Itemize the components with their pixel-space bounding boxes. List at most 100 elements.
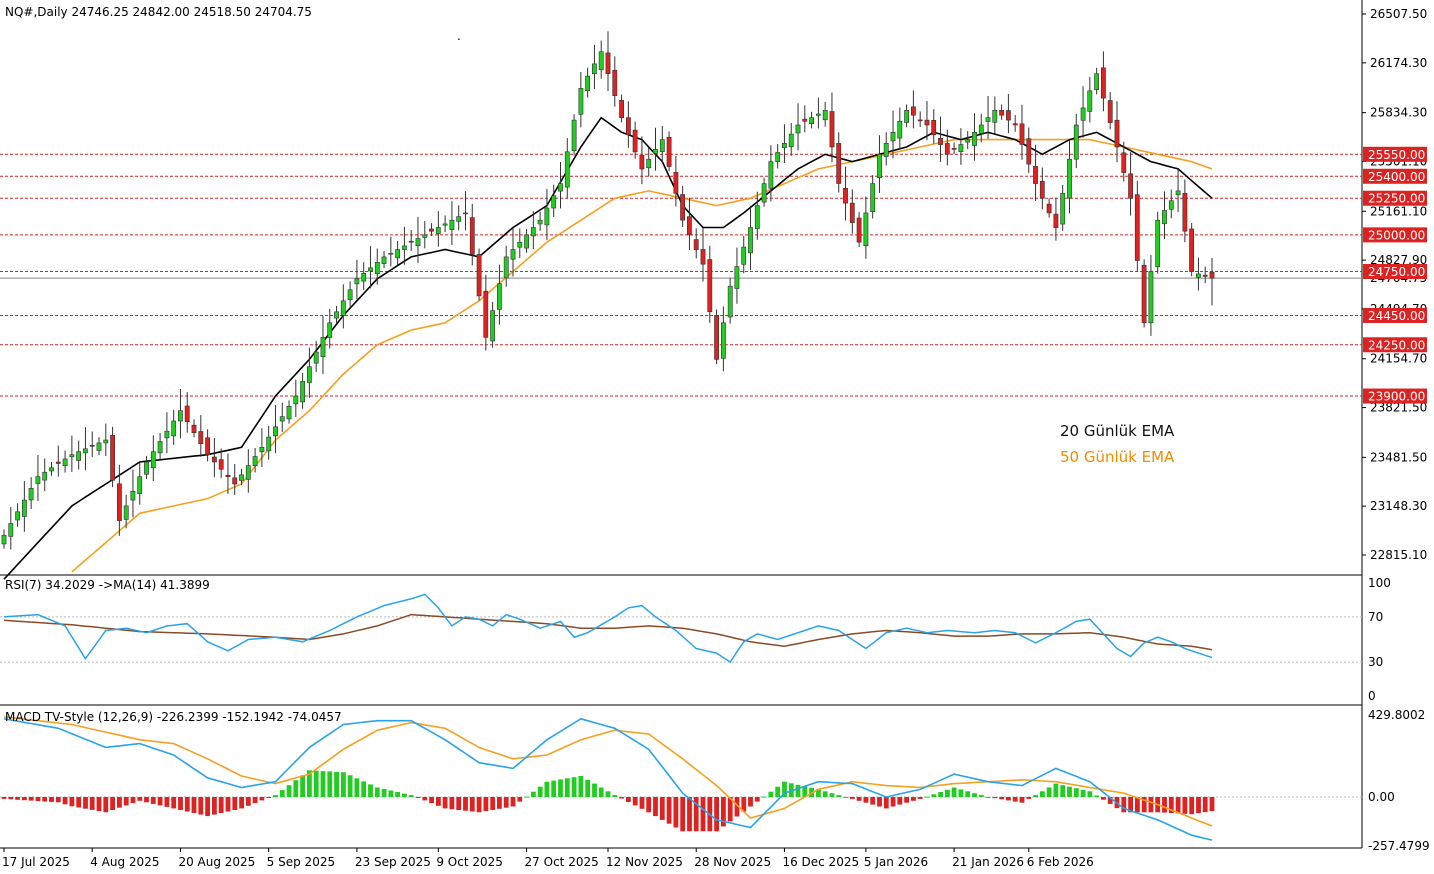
macd-histogram-bar	[558, 779, 563, 797]
macd-histogram-bar	[334, 771, 339, 797]
macd-histogram-bar	[666, 797, 672, 824]
macd-histogram-bar	[469, 797, 475, 812]
ema20-line	[3, 116, 1213, 580]
bear-candle	[924, 119, 930, 126]
bear-candle	[836, 143, 842, 184]
macd-histogram-bar	[476, 797, 482, 813]
macd-histogram-bar	[646, 797, 652, 813]
rsi-axis-label: 0	[1368, 689, 1376, 703]
macd-histogram-bar	[693, 797, 699, 832]
bull-candle	[347, 289, 353, 300]
macd-histogram-bar	[761, 796, 767, 798]
macd-histogram-bar	[849, 797, 855, 799]
macd-histogram-bar	[598, 787, 604, 797]
macd-histogram-bar	[1121, 797, 1127, 813]
level-label-box[interactable]	[1363, 307, 1427, 323]
level-label-box[interactable]	[1363, 264, 1427, 280]
bull-candle	[1162, 210, 1167, 225]
bear-candle	[225, 474, 231, 478]
macd-histogram-bar	[938, 792, 943, 797]
macd-histogram-bar	[1168, 797, 1174, 813]
bull-candle	[564, 151, 570, 188]
bull-candle	[354, 278, 360, 285]
macd-histogram-bar	[1019, 797, 1025, 803]
bear-candle	[1128, 173, 1133, 199]
time-axis: 17 Jul 2025 4 Aug 2025 20 Aug 2025 5 Sep 20…	[2, 848, 1094, 869]
bull-candle	[517, 241, 523, 248]
bull-candle	[544, 207, 550, 226]
macd-histogram-bar	[863, 797, 869, 803]
bear-candle	[843, 188, 848, 204]
bull-candle	[273, 426, 278, 437]
bull-candle	[150, 451, 156, 469]
bear-candle	[429, 228, 434, 232]
bull-candle	[313, 351, 319, 364]
level-label-box[interactable]	[1363, 168, 1427, 184]
bull-candle	[734, 266, 740, 289]
macd-histogram-bar	[69, 797, 75, 807]
bull-candle	[340, 300, 346, 316]
date-label: 28 Nov 2025	[694, 855, 771, 869]
bear-candle	[714, 314, 719, 360]
macd-histogram-bar	[551, 780, 557, 797]
macd-histogram-bar	[653, 797, 658, 817]
rsi-panel: 100 70 30 0	[0, 576, 1391, 703]
macd-histogram-bar	[1026, 797, 1032, 799]
bull-candle	[727, 285, 733, 318]
bear-candle	[55, 461, 61, 464]
macd-histogram-bar	[972, 793, 977, 797]
macd-histogram-bar	[517, 797, 523, 802]
bull-candle	[15, 511, 20, 521]
macd-histogram-bar	[714, 797, 719, 832]
macd-histogram-bar	[157, 797, 163, 806]
bull-candle	[164, 430, 170, 439]
macd-histogram-bar	[42, 797, 48, 802]
macd-histogram-bar	[402, 793, 407, 797]
level-label-box[interactable]	[1363, 337, 1427, 353]
bear-candle	[951, 148, 957, 150]
bull-candle	[130, 490, 136, 501]
macd-histogram-bar	[1060, 785, 1066, 797]
macd-histogram-bar	[150, 797, 156, 804]
date-label: 21 Jan 2026	[952, 855, 1024, 869]
bull-candle	[300, 381, 305, 403]
macd-histogram-bar	[782, 781, 787, 797]
macd-histogram-bar	[999, 797, 1004, 800]
bull-candle	[768, 161, 774, 189]
bear-candle	[1141, 264, 1147, 324]
macd-histogram-bar	[659, 797, 665, 820]
bull-candle	[741, 246, 747, 265]
macd-histogram-bar	[171, 797, 177, 809]
bear-candle	[612, 69, 618, 96]
macd-histogram-bar	[245, 797, 251, 806]
bull-candle	[775, 152, 781, 162]
macd-histogram-bar	[564, 778, 570, 797]
bear-candle	[1114, 119, 1120, 148]
macd-histogram-bar	[463, 797, 468, 811]
level-labels[interactable]: 25550.00 25400.00 25250.00 25000.00 24750.00…	[1363, 146, 1427, 404]
macd-histogram-bar	[232, 797, 238, 810]
level-label-box[interactable]	[1363, 146, 1427, 162]
level-label-box[interactable]	[1363, 388, 1427, 404]
macd-histogram-bar	[904, 797, 909, 803]
bull-candle	[21, 499, 27, 517]
macd-histogram-bar	[123, 797, 129, 806]
level-label-box[interactable]	[1363, 227, 1427, 243]
macd-histogram-bar	[1196, 797, 1201, 814]
bull-candle	[62, 458, 68, 466]
macd-histogram-bar	[89, 797, 95, 810]
macd-histogram-bar	[626, 797, 631, 802]
bear-candle	[1033, 166, 1038, 184]
macd-histogram-bar	[802, 786, 808, 797]
bull-candle	[1067, 158, 1072, 199]
macd-histogram-bar	[62, 797, 68, 805]
macd-histogram-bar	[721, 797, 726, 827]
horizontal-levels	[0, 153, 1362, 397]
rsi-ma-line	[3, 613, 1213, 651]
level-label-box[interactable]	[1363, 190, 1427, 206]
date-label: 16 Dec 2025	[782, 855, 859, 869]
macd-histogram-bar	[354, 778, 360, 797]
macd-histogram-bar	[184, 797, 190, 812]
bull-candle	[897, 121, 903, 139]
